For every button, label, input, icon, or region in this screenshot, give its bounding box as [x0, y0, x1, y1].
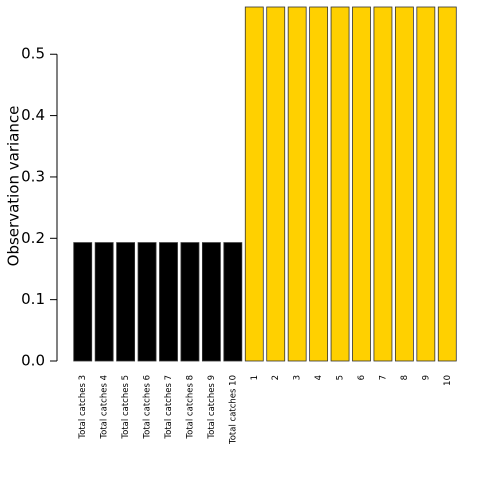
bar: [201, 242, 221, 362]
x-tick-label: 1: [250, 375, 260, 380]
bar: [309, 6, 329, 362]
x-tick-label: 6: [357, 375, 367, 380]
x-tick-label: 10: [443, 375, 453, 386]
y-tick-label: 0.3: [21, 167, 45, 185]
x-tick-label: Total catches 3: [78, 375, 88, 440]
x-tick-label: 9: [421, 375, 431, 380]
x-tick-label: 5: [336, 375, 346, 380]
bar: [416, 6, 436, 362]
bar: [94, 242, 114, 362]
x-tick-label: Total catches 9: [207, 375, 217, 440]
y-tick-label: 0.2: [21, 229, 45, 247]
bar: [137, 242, 157, 362]
bar: [373, 6, 393, 362]
bar: [437, 6, 457, 362]
bar: [266, 6, 286, 362]
bar: [180, 242, 200, 362]
x-tick-label: Total catches 5: [121, 375, 131, 440]
bar: [73, 242, 93, 362]
x-tick-label: Total catches 8: [185, 375, 195, 440]
x-tick-label: Total catches 6: [143, 375, 153, 440]
x-tick-label: 7: [378, 375, 388, 380]
y-tick-label: 0.4: [21, 106, 45, 124]
x-tick-label: 4: [314, 375, 324, 380]
x-tick-label: 8: [400, 375, 410, 380]
bar: [287, 6, 307, 362]
x-tick-label: Total catches 4: [100, 375, 110, 440]
y-tick-label: 0.0: [21, 352, 45, 370]
bar: [352, 6, 371, 362]
bar: [159, 242, 178, 362]
x-tick-label: Total catches 7: [164, 375, 174, 440]
bar: [244, 6, 264, 362]
x-tick-label: 2: [271, 375, 281, 380]
bar: [394, 6, 414, 362]
x-tick-label: 3: [293, 375, 303, 380]
bar: [223, 242, 243, 362]
y-tick-label: 0.1: [21, 290, 45, 308]
x-tick-label: Total catches 10: [228, 375, 238, 445]
y-axis-label: Observation variance: [5, 106, 23, 267]
y-tick-label: 0.5: [21, 45, 45, 63]
bar: [116, 242, 136, 362]
bar: [330, 6, 350, 362]
